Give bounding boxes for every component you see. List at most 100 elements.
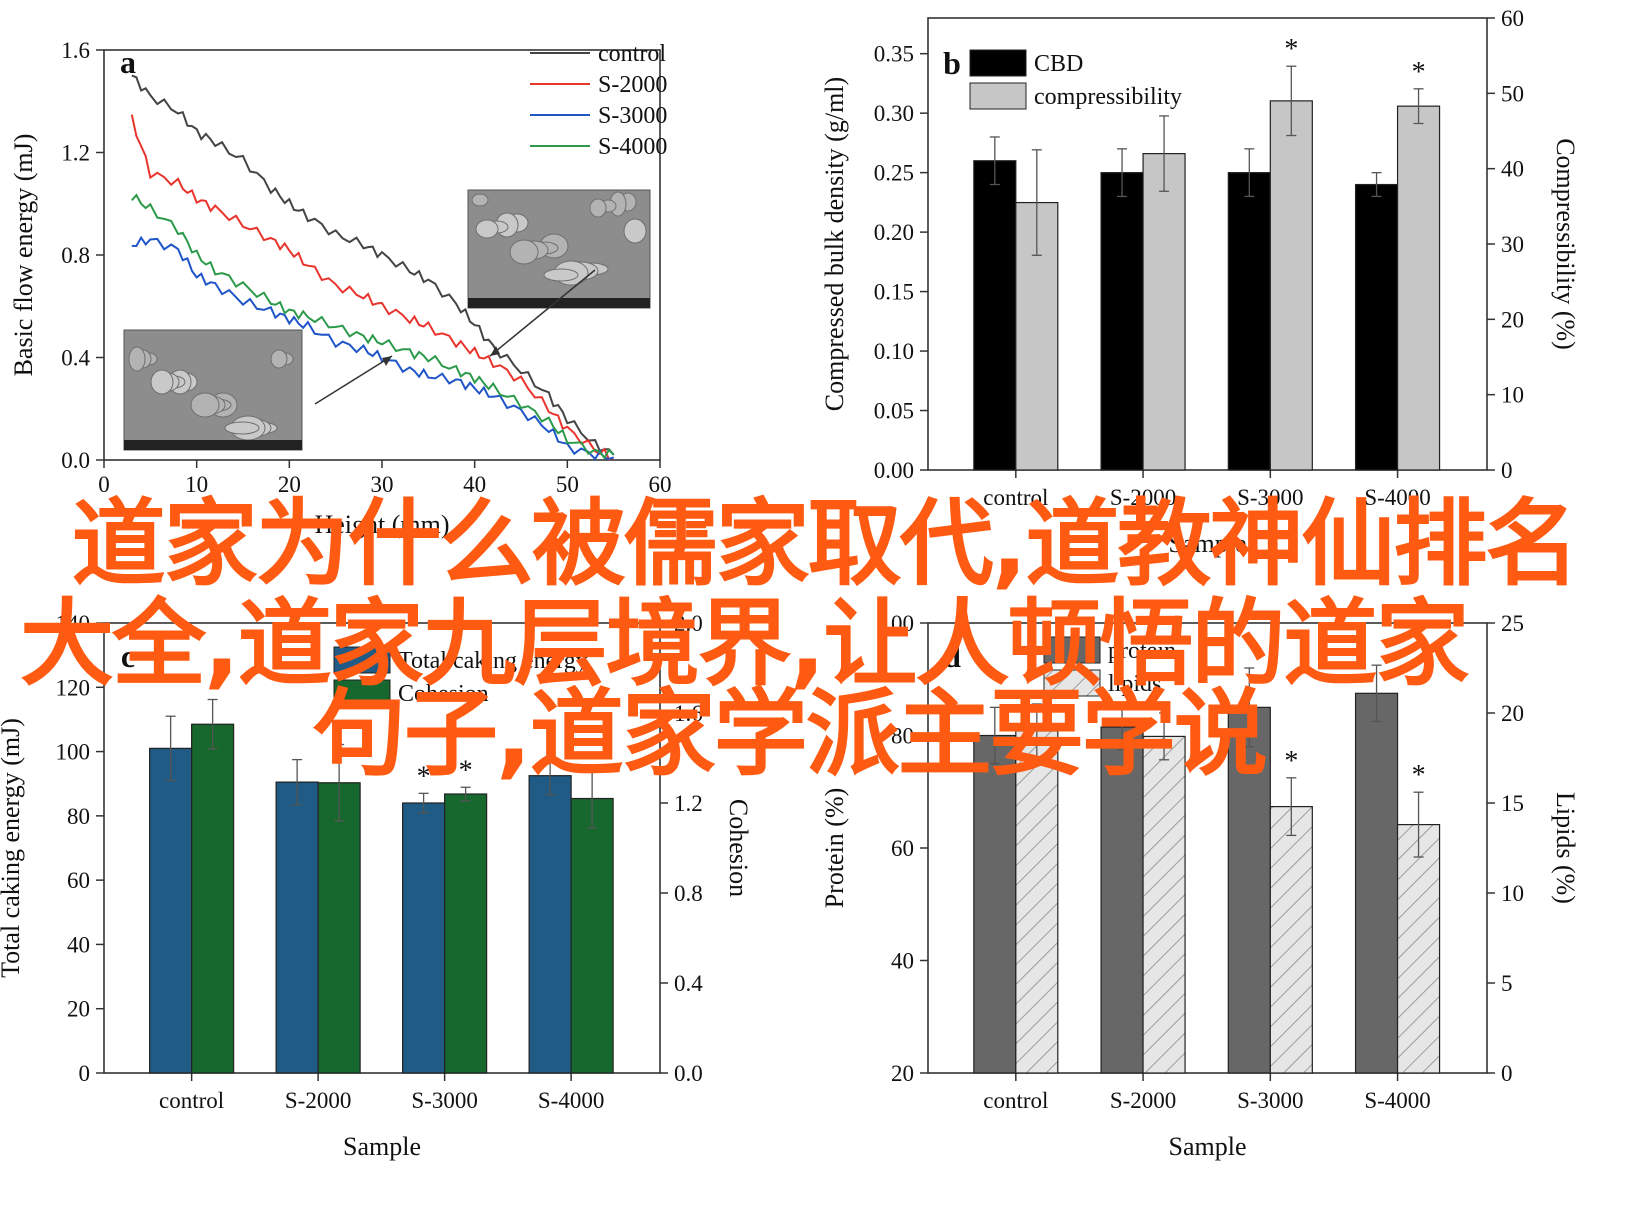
bar-cohesion-s-2000: [317, 782, 361, 1074]
x-tick-label: 20: [278, 472, 301, 497]
y-axis-label: Compressed bulk density (g/ml): [820, 77, 849, 411]
panel-c-bar-chart: 0 20 40 60 80 100 120 140 0.0 0.4 0.8 1.2 1.6 2.0 cont…: [0, 611, 753, 1161]
y-right-tick-label: 15: [1501, 791, 1524, 816]
y-tick-label: 1.6: [61, 38, 90, 63]
y-right-tick-label: 0.0: [674, 1061, 703, 1086]
bar-total-caking-energy-s-3000: [402, 802, 446, 1074]
significance-star: *: [1412, 760, 1426, 791]
legend-swatch: [1043, 636, 1101, 664]
bar-total-caking-energy-s-2000: [275, 781, 319, 1074]
y-right-tick-label: 0.8: [674, 881, 703, 906]
x-axis-label: Sample: [1169, 1132, 1247, 1161]
legend-swatch: [333, 646, 391, 674]
bar-total-caking-energy-s-4000: [528, 775, 572, 1074]
particle-shape: [475, 219, 499, 239]
x-tick-label: 40: [463, 472, 486, 497]
y-tick-label: 0.0: [61, 448, 90, 473]
particle-shape: [471, 193, 489, 207]
legend-swatch: [969, 82, 1027, 110]
particle-shape: [589, 198, 607, 218]
legend-label: Cohesion: [398, 681, 489, 707]
particle-shape: [623, 218, 647, 244]
significance-star: *: [1284, 34, 1298, 65]
y-tick-label: 0: [79, 1061, 91, 1086]
x-tick-label: S-2000: [1110, 485, 1176, 510]
bar-protein-s-4000: [1354, 692, 1399, 1074]
y-right-tick-label: 10: [1501, 881, 1524, 906]
y-right-tick-label: 20: [1501, 307, 1524, 332]
legend-label: protein: [1108, 638, 1176, 664]
series-line-s-2000: [130, 114, 615, 461]
y-right-tick-label: 2.0: [674, 611, 703, 636]
legend-label: lipids: [1108, 671, 1161, 697]
y-tick-label: 80: [67, 804, 90, 829]
x-tick-label: 60: [649, 472, 672, 497]
bar-lipids-s-3000: [1269, 805, 1313, 1074]
x-tick-label: control: [983, 1088, 1048, 1113]
y-tick-label: 1.2: [61, 141, 90, 166]
panel-a-line-chart: 0.0 0.4 0.8 1.2 1.6 0 10 20 30 40 50 60 a Height (mm)…: [9, 38, 672, 539]
x-axis-label: Sample: [343, 1132, 421, 1161]
legend-swatch: [333, 679, 391, 707]
y-tick-label: 0.20: [874, 220, 914, 245]
x-axis-label: Height (mm): [314, 510, 449, 539]
bar-cbd-s-4000: [1354, 183, 1399, 471]
y-tick-label: 20: [67, 997, 90, 1022]
y-tick-label: 0.00: [874, 458, 914, 483]
legend-label: compressibility: [1034, 84, 1182, 110]
legend-label: control: [598, 41, 666, 67]
y-right-axis-label: Compressibility (%): [1551, 138, 1580, 350]
y-right-tick-label: 30: [1501, 232, 1524, 257]
inset-arrow: [314, 355, 393, 405]
y-right-tick-label: 5: [1501, 971, 1513, 996]
y-tick-label: 100: [56, 740, 91, 765]
bar-lipids-s-4000: [1396, 823, 1441, 1074]
y-right-tick-label: 10: [1501, 383, 1524, 408]
micrograph-scale-bar: [468, 298, 650, 308]
legend-label: S-3000: [598, 103, 667, 129]
bar-cohesion-control: [191, 723, 235, 1074]
particle-shape: [128, 346, 146, 372]
significance-star: *: [1284, 746, 1298, 777]
sem-micrograph-inset: [123, 329, 303, 451]
bar-protein-s-2000: [1100, 726, 1144, 1074]
y-right-tick-label: 0.4: [674, 971, 703, 996]
bar-cohesion-s-3000: [444, 793, 488, 1074]
panel-label: d: [943, 638, 961, 674]
y-right-tick-label: 0: [1501, 458, 1513, 483]
y-tick-label: 140: [56, 611, 91, 636]
bar-lipids-control: [1015, 730, 1059, 1074]
inset-arrow: [489, 269, 596, 357]
y-right-tick-label: 50: [1501, 81, 1524, 106]
x-tick-label: 0: [98, 472, 110, 497]
y-right-tick-label: 40: [1501, 157, 1524, 182]
bar-lipids-s-2000: [1142, 735, 1186, 1074]
significance-star: *: [459, 755, 473, 786]
micrograph-scale-bar: [124, 440, 302, 450]
x-tick-label: S-4000: [1364, 1088, 1430, 1113]
y-tick-label: 0.10: [874, 339, 914, 364]
bar-total-caking-energy-control: [149, 747, 193, 1074]
y-axis-label: Basic flow energy (mJ): [9, 134, 38, 377]
x-tick-label: control: [159, 1088, 224, 1113]
particle-shape: [224, 421, 260, 435]
significance-star: *: [417, 761, 431, 792]
legend-label: S-4000: [598, 134, 667, 160]
y-tick-label: 60: [891, 836, 914, 861]
legend-label: S-2000: [598, 72, 667, 98]
y-tick-label: 120: [56, 675, 91, 700]
x-tick-label: S-4000: [538, 1088, 604, 1113]
y-tick-label: 0.30: [874, 101, 914, 126]
particle-shape: [509, 239, 539, 265]
x-tick-label: control: [983, 485, 1048, 510]
y-tick-label: 0.8: [61, 243, 90, 268]
overlay-title-line-1: 道家为什么被儒家取代,道教神仙排名: [71, 490, 1580, 599]
bar-cohesion-s-4000: [570, 797, 614, 1074]
panel-b-bar-chart: 0.00 0.05 0.10 0.15 0.20 0.25 0.30 0.35 0 10 20 30 4…: [820, 6, 1580, 558]
y-right-tick-label: 1.6: [674, 701, 703, 726]
x-tick-label: S-4000: [1364, 485, 1430, 510]
inset-arrowhead: [382, 356, 392, 366]
series-line-s-4000: [131, 193, 615, 460]
y-tick-label: 40: [67, 932, 90, 957]
